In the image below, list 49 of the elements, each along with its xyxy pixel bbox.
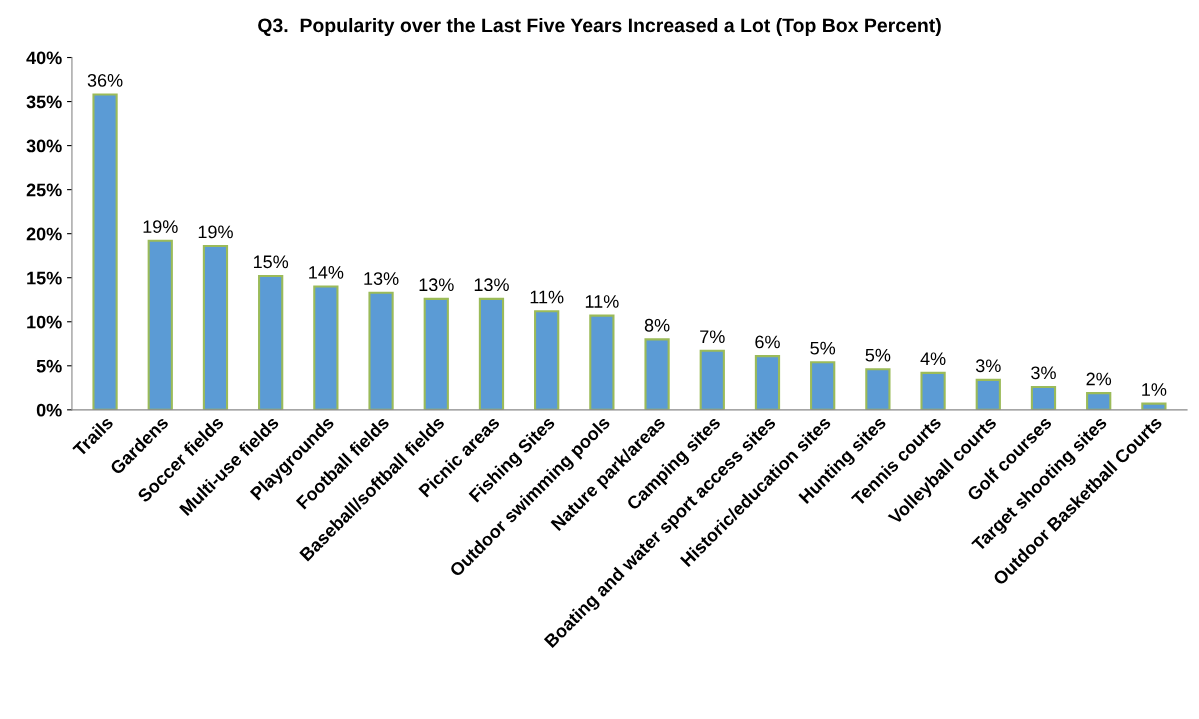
- bar: [313, 285, 339, 410]
- y-tick-label: 10%: [27, 315, 62, 329]
- bar: [1086, 392, 1112, 410]
- bar: [699, 349, 725, 410]
- data-label: 3%: [1031, 366, 1056, 380]
- bar: [534, 310, 560, 410]
- data-label: 14%: [309, 266, 344, 279]
- data-label: 19%: [198, 225, 233, 239]
- bar: [147, 239, 173, 410]
- y-tick-label: 20%: [26, 227, 62, 241]
- data-label: 7%: [700, 330, 725, 344]
- bar: [754, 355, 781, 410]
- data-label: 36%: [87, 73, 123, 87]
- bar: [258, 274, 284, 410]
- data-label: 19%: [143, 220, 178, 233]
- bar: [975, 378, 1001, 410]
- data-label: 4%: [920, 352, 946, 366]
- data-label: 13%: [474, 278, 509, 292]
- bar: [92, 93, 118, 410]
- data-label: 11%: [530, 290, 564, 304]
- y-tick-label: 30%: [26, 139, 62, 153]
- data-label: 1%: [1142, 383, 1167, 396]
- y-tick-label: 25%: [26, 183, 62, 197]
- chart-title: Q3. Popularity over the Last Five Years Increased a Lot (Top Box Percent): [258, 17, 941, 37]
- data-label: 15%: [253, 255, 289, 269]
- data-label: 3%: [975, 359, 1001, 373]
- bar: [920, 371, 946, 410]
- data-label: 13%: [364, 272, 399, 285]
- data-label: 2%: [1086, 372, 1112, 386]
- y-tick-label: 40%: [26, 51, 62, 65]
- bar: [810, 361, 836, 410]
- y-tick-label: 5%: [36, 359, 62, 373]
- y-tick-label: 15%: [27, 271, 62, 285]
- bar: [368, 291, 394, 410]
- data-label: 13%: [419, 278, 454, 292]
- bar: [202, 244, 229, 410]
- bar: [589, 314, 615, 410]
- bar: [644, 338, 670, 410]
- bar: [478, 297, 505, 410]
- bar: [865, 368, 891, 410]
- data-label: 5%: [810, 341, 836, 355]
- y-tick-label: 35%: [26, 95, 62, 109]
- data-label: 11%: [585, 295, 619, 308]
- bar: [423, 297, 449, 410]
- data-label: 5%: [865, 348, 891, 362]
- bar: [1030, 385, 1057, 410]
- y-tick-label: 0%: [36, 403, 62, 417]
- data-label: 6%: [755, 335, 780, 349]
- data-label: 8%: [644, 318, 670, 332]
